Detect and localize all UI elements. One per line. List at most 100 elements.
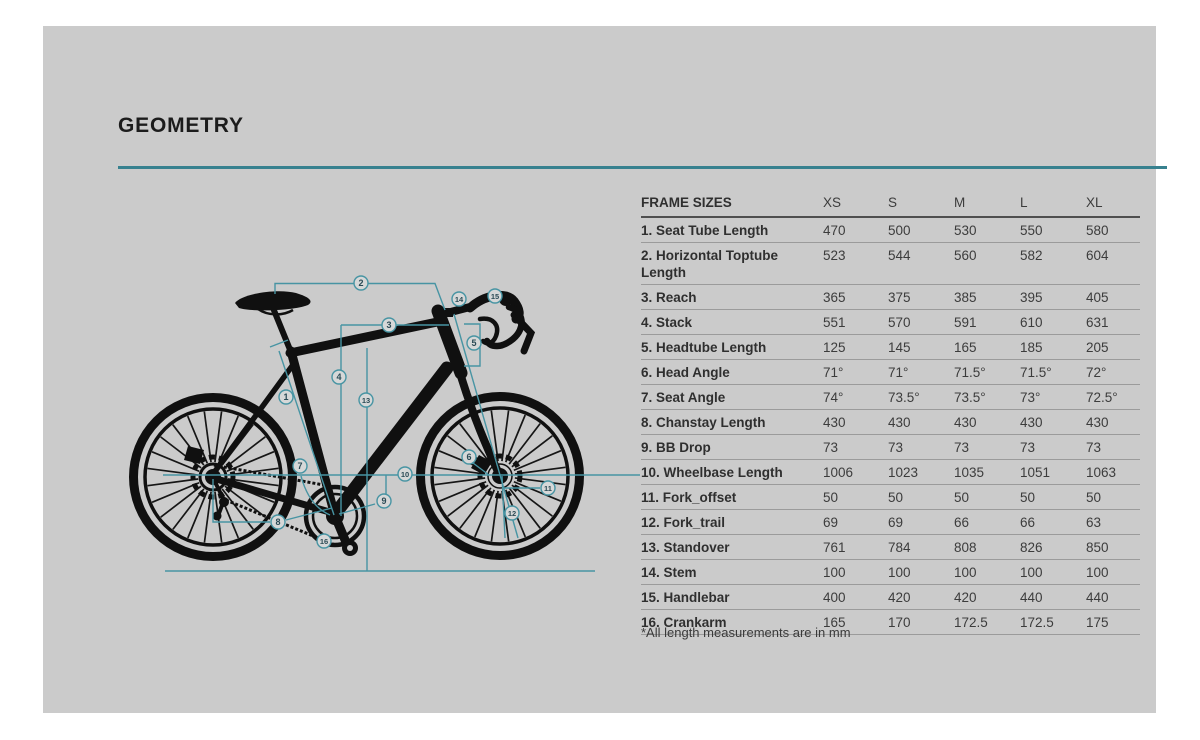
callout-7: 7 [292,458,308,474]
seat-tube [286,346,340,521]
table-header-row: FRAME SIZES XS S M L XL [641,190,1140,218]
size-column-header: M [954,190,1020,218]
measurement-value: 50 [888,484,954,510]
measurement-value: 73 [1086,434,1140,460]
callout-5: 5 [466,335,482,351]
measurement-value: 165 [823,609,888,635]
table-row: 5. Headtube Length 125 145 165 185 205 [641,334,1140,360]
callout-12: 12 [504,505,520,521]
svg-text:4: 4 [336,372,341,382]
measurement-value: 784 [888,534,954,560]
fork [456,369,504,480]
measurement-value: 440 [1086,584,1140,610]
table-row: 6. Head Angle 71° 71° 71.5° 71.5° 72° [641,359,1140,385]
wheel-spokes [147,410,566,543]
measurement-value: 385 [954,284,1020,310]
bike-frame [209,300,504,521]
measurement-value: 580 [1086,217,1140,243]
measurement-value: 100 [1020,559,1086,585]
measurement-value: 172.5 [1020,609,1086,635]
measurement-value: 73 [954,434,1020,460]
measurement-value: 550 [1020,217,1086,243]
measurement-value: 175 [1086,609,1140,635]
measurement-value: 375 [888,284,954,310]
seatstay-tube [210,359,298,477]
table-row: 10. Wheelbase Length 1006 1023 1035 1051 1063 [641,459,1140,485]
measurement-value: 500 [888,217,954,243]
measurement-value: 430 [954,409,1020,435]
svg-text:3: 3 [386,320,391,330]
measurement-label: 10. Wheelbase Length [641,459,823,485]
measurement-value: 100 [954,559,1020,585]
measurement-value: 73 [888,434,954,460]
measurement-value: 826 [1020,534,1086,560]
table-row: 3. Reach 365 375 385 395 405 [641,284,1140,310]
table-row: 11. Fork_offset 50 50 50 50 50 [641,484,1140,510]
measurement-value: 1006 [823,459,888,485]
measurement-value: 50 [823,484,888,510]
measurement-value: 73 [823,434,888,460]
measurement-value: 604 [1086,242,1140,285]
measurement-value: 1035 [954,459,1020,485]
measurement-value: 125 [823,334,888,360]
svg-text:12: 12 [508,509,516,518]
measurement-value: 405 [1086,284,1140,310]
callout-13: 13 [358,392,374,408]
table-row: 14. Stem 100 100 100 100 100 [641,559,1140,585]
measurement-value: 631 [1086,309,1140,335]
seat-angle-arc [300,475,331,516]
callout-10: 10 [397,466,413,482]
bike-wheels [129,392,584,561]
bike-cockpit [235,290,536,355]
measurement-value: 71.5° [954,359,1020,385]
title-divider [118,166,1167,169]
measurement-value: 420 [954,584,1020,610]
size-column-header: XS [823,190,888,218]
measurement-label: 7. Seat Angle [641,384,823,410]
measurement-value: 560 [954,242,1020,285]
top-tube [285,316,447,358]
measurement-value: 365 [823,284,888,310]
table-row: 7. Seat Angle 74° 73.5° 73.5° 73° 72.5° [641,384,1140,410]
measurement-value: 185 [1020,334,1086,360]
saddle [235,291,311,311]
seattube-line [269,339,335,516]
measurement-value: 66 [1020,509,1086,535]
measurement-value: 430 [1086,409,1140,435]
measurement-value: 523 [823,242,888,285]
measurement-value: 50 [1020,484,1086,510]
measurement-label: 13. Standover [641,534,823,560]
geometry-card: GEOMETRY [43,26,1167,713]
measurement-value: 72.5° [1086,384,1140,410]
callout-3: 3 [381,317,397,333]
measurement-value: 1051 [1020,459,1086,485]
callout-2: 2 [353,275,369,291]
geometry-table-body: 1. Seat Tube Length 470 500 530 550 580 2. Hor… [641,217,1140,635]
measurement-value: 73 [1020,434,1086,460]
callout-4: 4 [331,369,347,385]
table-row: 8. Chanstay Length 430 430 430 430 430 [641,409,1140,435]
measurement-value: 430 [1020,409,1086,435]
measurement-value: 400 [823,584,888,610]
table-row: 9. BB Drop 73 73 73 73 73 [641,434,1140,460]
table-row: 15. Handlebar 400 420 420 440 440 [641,584,1140,610]
svg-text:1: 1 [283,392,288,402]
size-column-header: XL [1086,190,1140,218]
measurement-value: 165 [954,334,1020,360]
measurement-value: 69 [823,509,888,535]
callout-9: 9 [376,493,392,509]
measurement-label: 15. Handlebar [641,584,823,610]
rear-caliper-icon [184,446,204,464]
measurement-value: 544 [888,242,954,285]
measurement-value: 420 [888,584,954,610]
head-angle-tick [472,462,490,476]
measurement-value: 73.5° [888,384,954,410]
down-tube [328,361,454,521]
measurement-label: 3. Reach [641,284,823,310]
chainstay-tube [209,474,337,517]
seatpost [268,300,296,360]
measurement-value: 551 [823,309,888,335]
page-title: GEOMETRY [118,114,244,137]
